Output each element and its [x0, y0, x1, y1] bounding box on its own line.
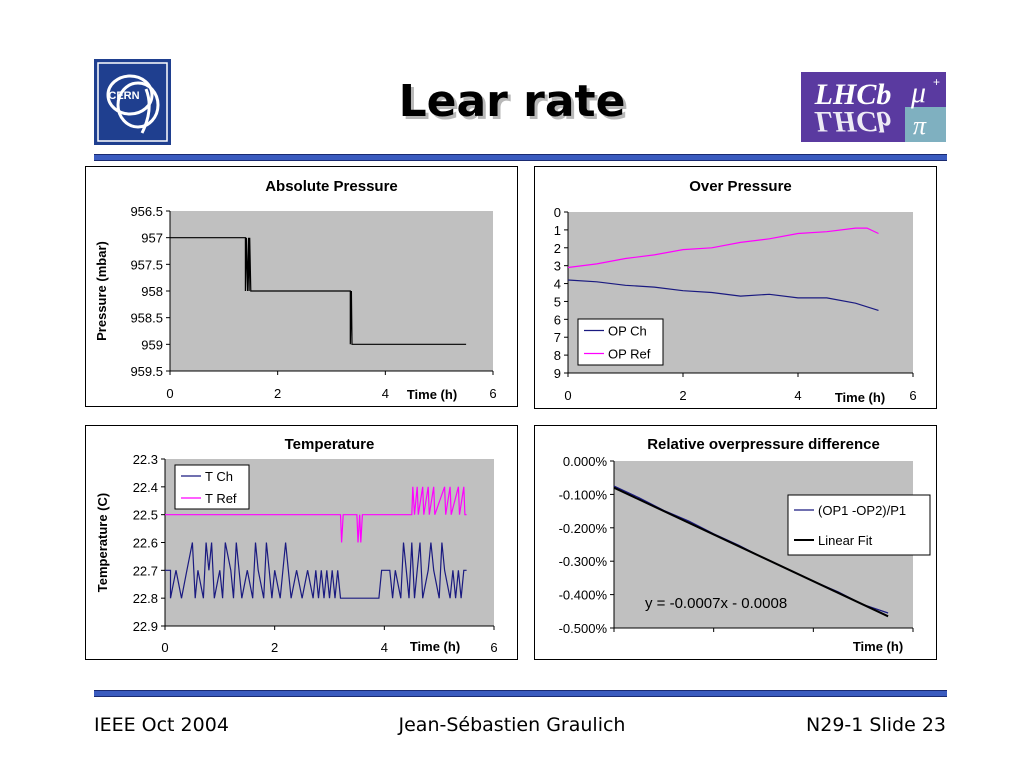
y-tick-label: 3: [554, 259, 561, 274]
svg-text:μ: μ: [910, 76, 926, 109]
footer-slide-number: N29-1 Slide 23: [806, 714, 946, 736]
footer-conference: IEEE Oct 2004: [94, 714, 229, 736]
y-tick-label: 22.4: [133, 480, 158, 495]
y-tick-label: 2: [554, 241, 561, 256]
legend-box: [174, 464, 250, 510]
x-tick-label: 4: [794, 388, 801, 403]
y-tick-label: -0.200%: [559, 521, 608, 536]
legend-label: (OP1 -OP2)/P1: [818, 503, 906, 518]
y-tick-label: -0.100%: [559, 487, 608, 502]
y-tick-label: 958: [141, 284, 163, 299]
legend-label: T Ch: [205, 469, 233, 484]
x-tick-label: 0: [564, 388, 571, 403]
series-line-t-ch: [165, 542, 467, 599]
y-tick-label: 22.8: [133, 591, 158, 606]
x-tick-label: 6: [909, 388, 916, 403]
y-tick-label: 6: [554, 312, 561, 327]
legend-label: T Ref: [205, 491, 237, 506]
x-tick-label: 2: [679, 388, 686, 403]
y-tick-label: 1: [554, 223, 561, 238]
series-line-main: [170, 237, 467, 345]
x-tick-label: 2: [710, 426, 717, 429]
lhcb-logo-reflection: LHCb: [814, 105, 892, 138]
y-tick-label: 959.5: [130, 364, 163, 379]
cern-logo-text: CERN: [108, 90, 139, 102]
y-axis-label: Pressure (mbar): [94, 241, 109, 341]
x-tick-label: 4: [381, 640, 388, 655]
series-line-op-ref: [567, 227, 879, 269]
x-tick-label: 4: [810, 426, 817, 429]
legend-label: Linear Fit: [818, 533, 873, 548]
series-line-linear-fit: [613, 486, 889, 618]
y-tick-label: 957.5: [130, 257, 163, 272]
x-axis-label: Time (h): [835, 390, 885, 405]
x-tick-label: 2: [274, 386, 281, 401]
y-tick-label: 22.5: [133, 508, 158, 523]
absolute-pressure-chart: Absolute Pressure 956.5 957 957.5 958 958.5 95…: [94, 178, 497, 402]
svg-text:π: π: [913, 111, 927, 140]
absolute-pressure-panel: Absolute Pressure 956.5 957 957.5 958 958.5 95…: [85, 166, 518, 407]
relative-overpressure-chart: Relative overpressure difference 0.000% -0…: [559, 426, 931, 654]
chart-title: Absolute Pressure: [265, 178, 398, 195]
y-tick-label: 959: [141, 337, 163, 352]
y-tick-label: -0.500%: [559, 621, 608, 636]
x-tick-label: 4: [382, 386, 389, 401]
x-tick-label: 6: [909, 426, 916, 429]
y-tick-label: 958.5: [130, 311, 163, 326]
y-axis-label: Temperature (C): [95, 493, 110, 592]
y-tick-label: 956.5: [130, 204, 163, 219]
y-tick-label: -0.400%: [559, 588, 608, 603]
y-tick-label: 4: [554, 277, 561, 292]
y-tick-label: 22.6: [133, 536, 158, 551]
chart-title: Over Pressure: [689, 178, 792, 195]
x-tick-label: 2: [271, 640, 278, 655]
legend-label: OP Ch: [608, 324, 647, 339]
lhcb-logo-text: LHCb: [814, 78, 892, 111]
cern-logo: CERN: [94, 59, 171, 145]
x-axis-label: Time (h): [407, 387, 457, 402]
svg-text:LHCb: LHCb: [814, 105, 892, 138]
x-tick-label: 6: [490, 640, 497, 655]
y-tick-label: 22.7: [133, 563, 158, 578]
legend-box: [787, 494, 931, 556]
lhcb-logo: LHCb LHCb μ + π: [801, 72, 946, 142]
temperature-panel: Temperature 22.3 22.4 22.5 22.6 22.7 22.8 22.9 0…: [85, 425, 518, 660]
y-tick-label: 22.3: [133, 452, 158, 467]
y-tick-label: 0.000%: [563, 454, 608, 469]
x-tick-label: 6: [489, 386, 496, 401]
y-tick-label: 7: [554, 330, 561, 345]
legend-box: [577, 318, 664, 366]
y-tick-label: 957: [141, 231, 163, 246]
x-axis-label: Time (h): [853, 639, 903, 654]
series-line-op-ch: [567, 279, 879, 311]
footer-author: Jean-Sébastien Graulich: [398, 714, 626, 736]
x-axis-label: Time (h): [410, 639, 460, 654]
over-pressure-panel: Over Pressure 0 1 2 3 4 5 6 7 8 9 0 2 4 6 Time (h) OP Ch…: [534, 166, 937, 409]
y-tick-label: 0: [554, 205, 561, 220]
svg-text:+: +: [933, 75, 940, 89]
x-tick-label: 0: [161, 640, 168, 655]
bottom-divider: [94, 690, 947, 697]
top-divider: [94, 154, 947, 161]
chart-title: Relative overpressure difference: [647, 436, 880, 453]
legend-label: OP Ref: [608, 347, 651, 362]
x-tick-label: 0: [610, 426, 617, 429]
temperature-chart: Temperature 22.3 22.4 22.5 22.6 22.7 22.8 22.90…: [95, 436, 498, 655]
x-tick-label: 0: [166, 386, 173, 401]
relative-overpressure-panel: Relative overpressure difference 0.000% -0…: [534, 425, 937, 660]
y-tick-label: 22.9: [133, 619, 158, 634]
y-tick-label: 8: [554, 348, 561, 363]
series-line-t-ref: [165, 486, 467, 543]
slide-title: Lear rate: [398, 76, 626, 127]
y-tick-label: 9: [554, 366, 561, 381]
chart-title: Temperature: [285, 436, 375, 453]
y-tick-label: 5: [554, 294, 561, 309]
y-tick-label: -0.300%: [559, 554, 608, 569]
fit-equation: y = -0.0007x - 0.0008: [645, 595, 787, 612]
